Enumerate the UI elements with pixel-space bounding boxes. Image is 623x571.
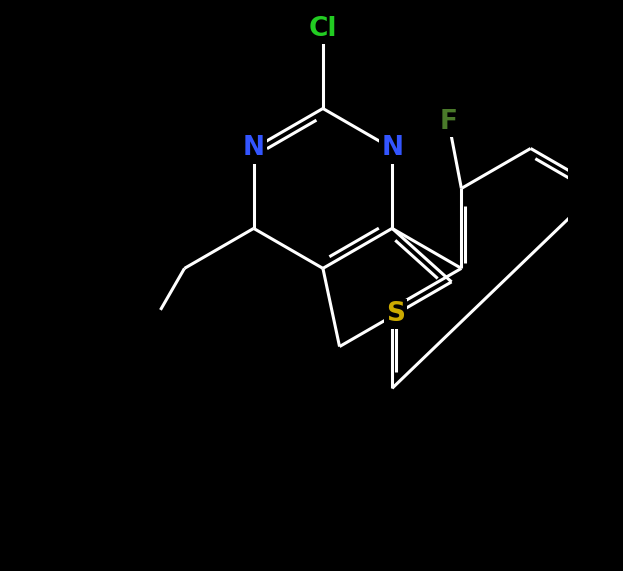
Text: N: N [381,135,403,162]
Text: S: S [386,301,405,327]
Text: Cl: Cl [308,15,337,42]
Text: F: F [440,108,457,135]
Text: N: N [243,135,265,162]
